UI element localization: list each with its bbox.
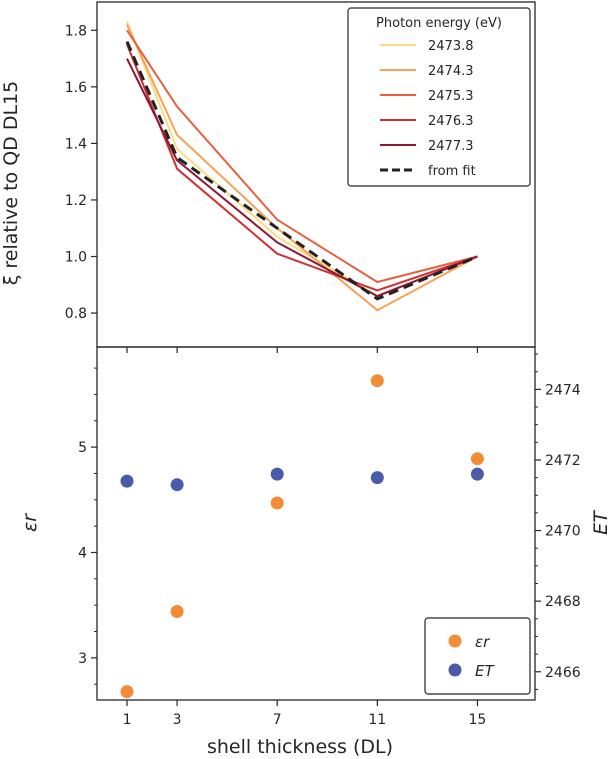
bottom-y-right-tick-label: 2472 [545, 453, 581, 469]
bottom-y-right-tick-label: 2470 [545, 524, 581, 540]
bottom-legend: εr ET [424, 617, 531, 695]
legend-label-epsilon-r: εr [475, 633, 490, 651]
series-line-2475-3 [126, 29, 478, 283]
top-y-tick-label: 0.8 [65, 306, 87, 322]
x-tick-label: 11 [368, 712, 386, 728]
scatter-point-e-t [370, 471, 384, 485]
series-line-from-fit [125, 41, 478, 301]
bottom-panel-plot [120, 374, 484, 699]
top-y-tick-label: 1.0 [65, 250, 87, 266]
bottom-legend-box [424, 617, 531, 695]
bottom-y-right-axis-title: ET [590, 510, 612, 535]
bottom-y-left-tick-label: 3 [78, 651, 87, 667]
x-axis-title: shell thickness (DL) [207, 736, 393, 758]
x-tick-label: 3 [173, 712, 182, 728]
scatter-point-e-t [170, 478, 184, 492]
scatter-point-epsilon-r [270, 496, 284, 510]
scatter-point-epsilon-r [120, 685, 134, 699]
bottom-y-right-tick-label: 2466 [545, 665, 581, 681]
bottom-y-left-tick-label: 4 [78, 545, 87, 561]
x-tick-label: 7 [273, 712, 282, 728]
scatter-point-epsilon-r [470, 452, 484, 466]
bottom-y-right-tick-label: 2474 [545, 382, 581, 398]
legend-label-2473-8: 2473.8 [428, 39, 474, 54]
top-y-axis-title: ξ relative to QD DL15 [0, 81, 22, 285]
top-legend: Photon energy (eV) 2473.8 2474.3 2475.3 2476… [347, 7, 531, 187]
scatter-point-epsilon-r [170, 605, 184, 618]
top-legend-title: Photon energy (eV) [376, 16, 502, 31]
scatter-point-e-t [270, 467, 284, 481]
top-y-tick-label: 1.6 [65, 80, 87, 96]
x-tick-label: 15 [469, 712, 487, 728]
legend-marker-e-t [448, 663, 462, 677]
top-panel-axes: 0.8 1.0 1.2 1.4 1.6 1.8 [65, 23, 479, 353]
bottom-panel-frame [96, 346, 536, 701]
legend-label-2474-3: 2474.3 [428, 64, 474, 79]
x-tick-label: 1 [123, 712, 132, 728]
top-y-tick-label: 1.8 [65, 23, 87, 39]
legend-label-e-t: ET [475, 662, 495, 680]
legend-label-2476-3: 2476.3 [428, 114, 474, 129]
top-legend-box [347, 7, 531, 187]
scatter-point-epsilon-r [370, 374, 384, 388]
series-line-2477-3 [126, 58, 478, 298]
top-y-tick-label: 1.4 [65, 136, 87, 152]
legend-label-2475-3: 2475.3 [428, 89, 474, 104]
legend-marker-epsilon-r [448, 634, 462, 648]
top-y-tick-label: 1.2 [65, 193, 87, 209]
top-panel-plot [125, 21, 478, 312]
legend-label-2477-3: 2477.3 [428, 139, 474, 154]
scatter-point-e-t [470, 467, 484, 481]
bottom-y-left-tick-label: 5 [78, 440, 87, 456]
legend-label-from-fit: from fit [428, 164, 476, 179]
bottom-y-right-tick-label: 2468 [545, 594, 581, 610]
bottom-y-left-axis-title: εr [19, 513, 41, 532]
scatter-point-e-t [120, 474, 134, 488]
bottom-panel-axes: 3 4 5 2466 2468 2470 2472 2474 1 3 7 11 15 [78, 353, 581, 728]
